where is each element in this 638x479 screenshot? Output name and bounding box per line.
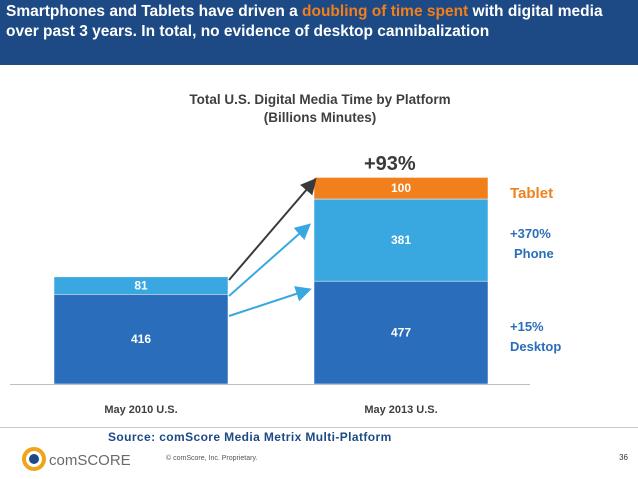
legend-tablet: Tablet (510, 185, 553, 202)
slide-title: Smartphones and Tablets have driven a do… (6, 2, 606, 42)
desktop-growth-label: +15% (510, 319, 544, 334)
logo-ring-icon (22, 447, 46, 471)
slide-header: Smartphones and Tablets have driven a do… (0, 0, 638, 65)
title-part-2: with digital media over past 3 years. In… (6, 3, 603, 40)
bar-segment-desktop (53, 294, 229, 385)
page-number: 36 (619, 453, 628, 462)
segment-label-phone: 381 (391, 233, 411, 247)
chart-subtitle: (Billions Minutes) (263, 110, 377, 125)
chart-title-block: Total U.S. Digital Media Time by Platfor… (120, 91, 520, 127)
segment-label-tablet: 100 (391, 181, 411, 195)
total-growth-arrow (228, 177, 317, 281)
total-growth-label: +93% (364, 153, 416, 175)
segment-label-phone: 81 (134, 279, 148, 293)
bar-segment-phone (313, 198, 489, 282)
footer-divider (0, 427, 638, 428)
bar-segment-phone (53, 276, 229, 295)
footer-copyright: © comScore, Inc. Proprietary. (166, 455, 258, 462)
legend-phone: Phone (514, 246, 554, 261)
phone-growth-label: +370% (510, 226, 551, 241)
chart-title: Total U.S. Digital Media Time by Platfor… (189, 92, 451, 107)
x-tick-label: May 2010 U.S. (104, 404, 177, 416)
segment-label-desktop: 416 (131, 332, 151, 346)
phone-growth-arrow (228, 223, 311, 297)
desktop-growth-arrow (228, 286, 312, 317)
legend-desktop: Desktop (510, 339, 561, 354)
title-highlight: doubling of time spent (302, 3, 469, 20)
comscore-logo: comSCORE (22, 447, 131, 471)
segment-label-desktop: 477 (391, 326, 411, 340)
title-part-1: Smartphones and Tablets have driven a (6, 3, 303, 20)
logo-core-icon (29, 454, 39, 464)
logo-text: comSCORE (49, 452, 131, 469)
source-note: Source: comScore Media Metrix Multi-Plat… (108, 430, 392, 444)
x-tick-label: May 2013 U.S. (364, 404, 437, 416)
